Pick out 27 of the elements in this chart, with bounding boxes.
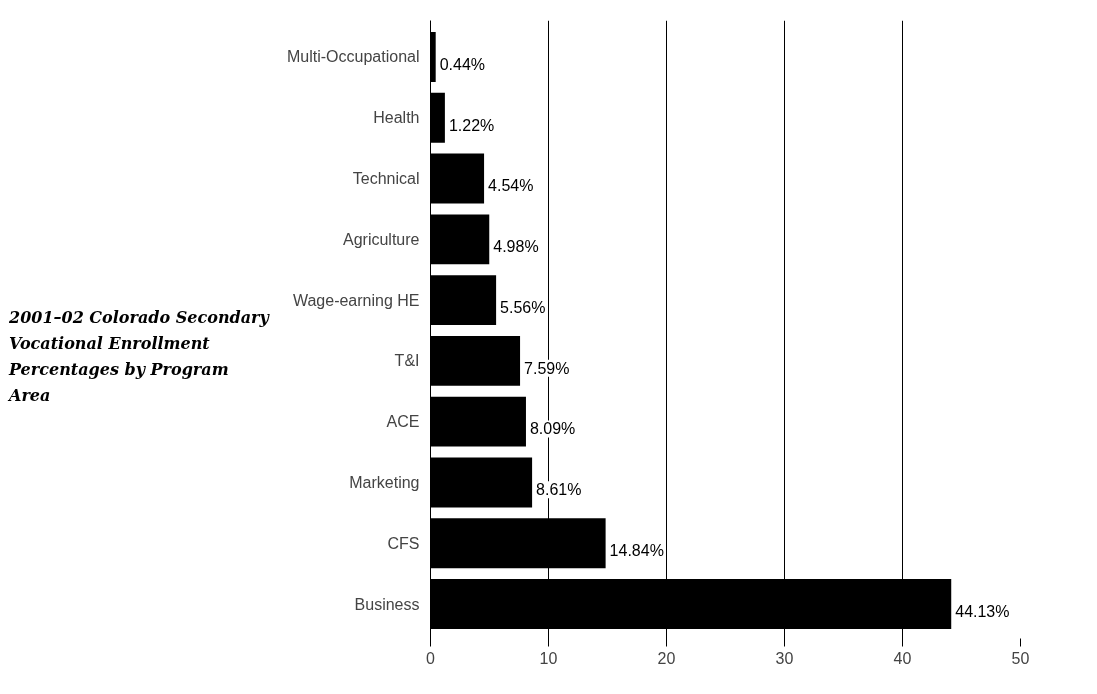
- x-tick-label: 30: [775, 649, 794, 667]
- x-tick-label: 10: [539, 649, 558, 667]
- data-label: 1.22%: [448, 116, 495, 134]
- y-tick-label: Wage-earning HE: [292, 291, 420, 309]
- y-tick-label: Multi-Occupational: [287, 48, 420, 66]
- x-tick-label: 50: [1011, 649, 1030, 667]
- y-tick-label: ACE: [386, 413, 420, 431]
- data-label: 7.59%: [524, 359, 570, 377]
- data-label: 8.61%: [536, 481, 582, 499]
- x-tick-label: 20: [657, 649, 676, 667]
- data-label: 44.13%: [955, 602, 1010, 620]
- y-tick-label: T&I: [394, 352, 420, 370]
- x-tick-label: 40: [893, 649, 912, 667]
- text: 2001–02 Colorado Secondary Vocational Enrollment Percentages by Program Area: [9, 307, 271, 407]
- x-tick-label: 0: [426, 649, 436, 667]
- data-label: 4.54%: [488, 177, 534, 195]
- data-label: 14.84%: [609, 542, 664, 560]
- y-tick-label: Business: [354, 595, 420, 613]
- y-tick-label: Marketing: [349, 473, 420, 491]
- y-tick-label: Health: [373, 109, 420, 127]
- y-tick-label: Agriculture: [343, 230, 420, 248]
- data-label: 5.56%: [500, 298, 546, 316]
- data-label: 8.09%: [529, 420, 576, 438]
- data-label: 4.98%: [493, 238, 539, 256]
- y-tick-label: Technical: [352, 170, 420, 188]
- data-label: 0.44%: [439, 55, 486, 73]
- y-tick-label: CFS: [387, 534, 420, 552]
